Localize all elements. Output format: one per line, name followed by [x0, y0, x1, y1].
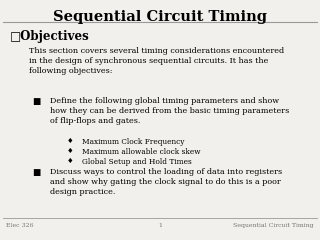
Text: This section covers several timing considerations encountered
in the design of s: This section covers several timing consi… — [29, 47, 284, 75]
Text: ♦: ♦ — [67, 148, 74, 154]
Text: Maximum allowable clock skew: Maximum allowable clock skew — [82, 148, 200, 156]
Text: Maximum Clock Frequency: Maximum Clock Frequency — [82, 138, 184, 146]
Text: ♦: ♦ — [67, 138, 74, 144]
Text: Elec 326: Elec 326 — [6, 223, 34, 228]
Text: Sequential Circuit Timing: Sequential Circuit Timing — [233, 223, 314, 228]
Text: ■: ■ — [32, 97, 40, 106]
Text: Define the following global timing parameters and show
how they can be derived f: Define the following global timing param… — [50, 97, 289, 125]
Text: ♦: ♦ — [67, 158, 74, 164]
Text: □Objectives: □Objectives — [10, 30, 89, 43]
Text: 1: 1 — [158, 223, 162, 228]
Text: Global Setup and Hold Times: Global Setup and Hold Times — [82, 158, 191, 166]
Text: Sequential Circuit Timing: Sequential Circuit Timing — [53, 10, 267, 24]
Text: ■: ■ — [32, 168, 40, 177]
Text: Discuss ways to control the loading of data into registers
and show why gating t: Discuss ways to control the loading of d… — [50, 168, 282, 196]
